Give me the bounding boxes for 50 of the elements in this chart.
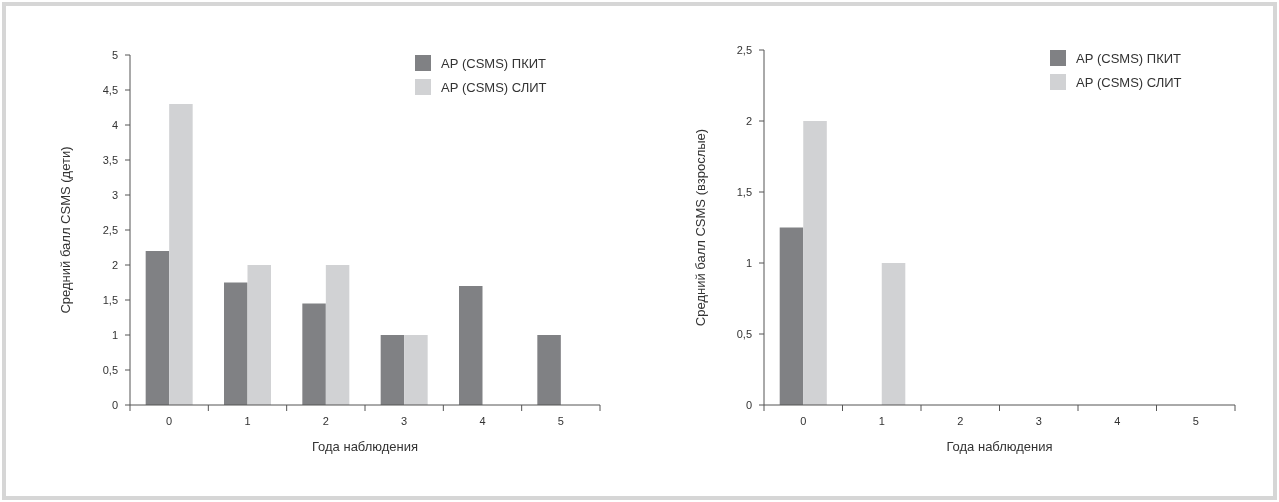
y-tick-label: 0 <box>745 398 752 411</box>
legend-label: АР (CSMS) ПКИТ <box>1076 50 1182 66</box>
y-tick-label: 1 <box>111 328 118 341</box>
y-tick-label: 4 <box>111 118 118 131</box>
x-tick-label: 3 <box>401 415 408 427</box>
bar <box>169 104 193 405</box>
x-tick-label: 3 <box>1035 415 1042 427</box>
bar <box>779 227 804 405</box>
x-tick-label: 4 <box>479 415 486 427</box>
y-tick-label: 2 <box>111 258 118 271</box>
y-tick-label: 2,5 <box>102 223 118 236</box>
x-axis-title: Года наблюдения <box>311 439 419 454</box>
bar <box>145 251 170 405</box>
y-tick-label: 0,5 <box>102 363 118 376</box>
y-tick-label: 3,5 <box>102 153 118 166</box>
x-tick-label: 1 <box>878 415 885 427</box>
y-tick-label: 2 <box>745 114 752 127</box>
x-tick-label: 2 <box>957 415 964 427</box>
y-tick-label: 2,5 <box>736 43 752 56</box>
x-tick-label: 0 <box>800 415 807 427</box>
y-axis-title: Средний балл CSMS (взрослые) <box>693 128 708 327</box>
bar <box>224 282 248 405</box>
bar <box>247 265 271 405</box>
legend-label: АР (CSMS) СЛИТ <box>441 79 547 95</box>
bar <box>537 335 561 405</box>
bar <box>459 286 483 405</box>
y-tick-label: 5 <box>111 48 118 61</box>
bar <box>380 335 405 405</box>
bar <box>325 265 350 405</box>
x-tick-label: 4 <box>1114 415 1121 427</box>
bar <box>302 303 326 405</box>
y-tick-label: 1 <box>745 256 752 269</box>
x-axis-title: Года наблюдения <box>946 439 1053 454</box>
y-tick-label: 3 <box>111 188 118 201</box>
y-axis-title: Средний балл CSMS (дети) <box>58 146 73 314</box>
bar <box>803 121 827 405</box>
x-tick-label: 1 <box>244 415 251 427</box>
y-tick-label: 1,5 <box>736 185 752 198</box>
x-tick-label: 5 <box>557 415 564 427</box>
bar <box>881 263 906 405</box>
y-tick-label: 4,5 <box>102 83 118 96</box>
legend-label: АР (CSMS) СЛИТ <box>1076 74 1182 90</box>
legend-label: АР (CSMS) ПКИТ <box>441 55 547 71</box>
bar <box>404 335 428 405</box>
x-tick-label: 2 <box>322 415 329 427</box>
y-tick-label: 0,5 <box>736 327 752 340</box>
x-tick-label: 0 <box>166 415 173 427</box>
x-tick-label: 5 <box>1192 415 1199 427</box>
y-tick-label: 0 <box>111 398 118 411</box>
y-tick-label: 1,5 <box>102 293 118 306</box>
